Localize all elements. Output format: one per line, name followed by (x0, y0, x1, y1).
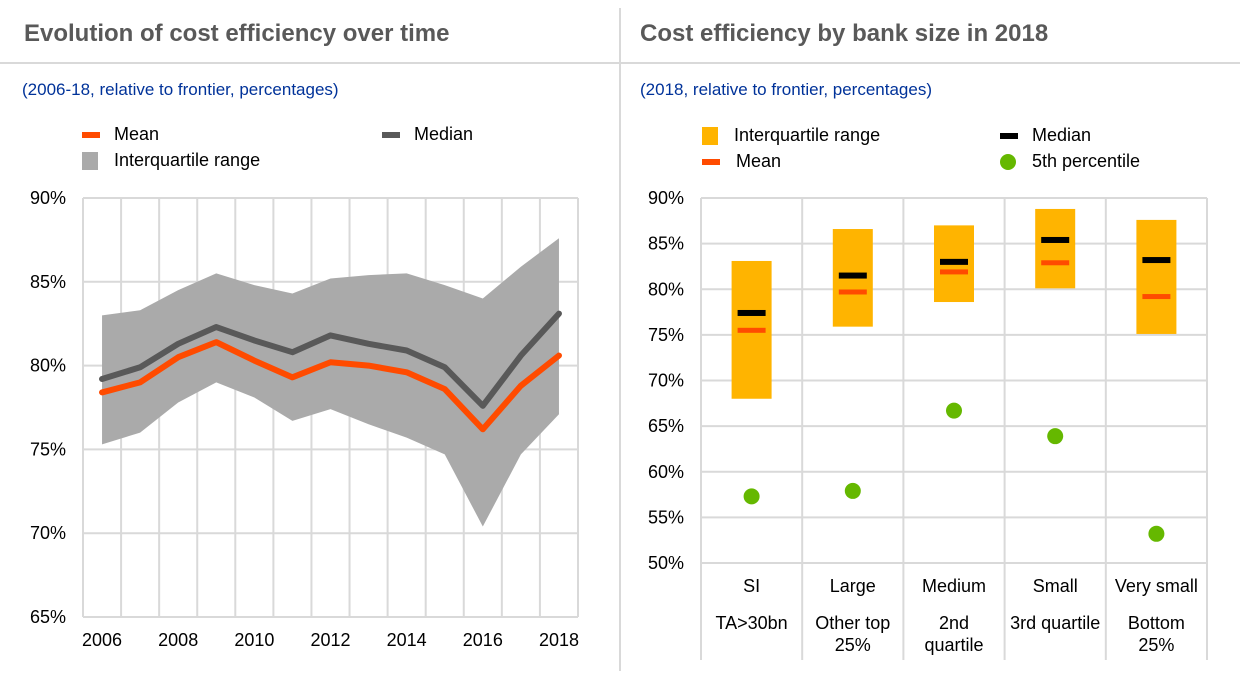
mean-line (99, 339, 562, 433)
y-tick-label: 75% (30, 439, 66, 459)
right-box-chart: 50% 55% 60% 65% 70% 75% 80% 85% 90% SI Large Medium… (648, 188, 1208, 660)
legend-item-iqr-right: Interquartile range (702, 125, 880, 146)
category-sublabel: TA>30bn (715, 613, 787, 633)
mean-swatch-icon (702, 158, 720, 165)
category-sublabel: 2nd (939, 613, 969, 633)
legend-item-p5-right: 5th percentile (1000, 151, 1140, 172)
median-marker (1041, 236, 1070, 243)
y-tick-label: 60% (648, 462, 684, 482)
category-sublabel: Bottom (1128, 613, 1185, 633)
panel-divider-vertical (619, 8, 621, 671)
legend-label-median: Median (414, 124, 474, 144)
y-tick-label: 55% (648, 507, 684, 527)
iqr-swatch-icon (702, 126, 718, 145)
y-tick-label: 50% (648, 553, 684, 573)
category-label: Large (830, 576, 876, 596)
legend-item-iqr: Interquartile range (82, 150, 260, 171)
legend-item-median: Median (382, 124, 473, 145)
y-tick-label: 85% (30, 272, 66, 292)
y-tick-label: 75% (648, 325, 684, 345)
mean-marker (1041, 260, 1070, 266)
iqr-box (1136, 219, 1177, 334)
median-line (99, 310, 562, 409)
right-chart-subtitle: (2018, relative to frontier, percentages… (640, 80, 932, 99)
right-chart-title: Cost efficiency by bank size in 2018 (640, 20, 1049, 47)
x-tick-label: 2018 (539, 630, 579, 650)
category-sublabel: 25% (1138, 635, 1174, 655)
left-line-chart: 65% 70% 75% 80% 85% 90% 2006 2008 2010 2012 2014 20… (30, 188, 579, 650)
right-chart-panel: Cost efficiency by bank size in 2018 (20… (620, 0, 1240, 679)
legend-item-median-right: Median (1000, 125, 1091, 146)
x-tick-label: 2012 (310, 630, 350, 650)
category-sublabel: quartile (924, 635, 983, 655)
mean-marker (838, 289, 867, 295)
x-tick-label: 2006 (82, 630, 122, 650)
median-swatch-icon (382, 131, 400, 138)
median-marker (737, 309, 766, 316)
y-tick-label: 80% (30, 356, 66, 376)
x-tick-label: 2014 (387, 630, 427, 650)
y-tick-label: 85% (648, 234, 684, 254)
category-label: Medium (922, 576, 986, 596)
mean-marker (1142, 294, 1171, 300)
y-tick-label: 65% (30, 607, 66, 627)
median-marker (940, 258, 968, 265)
y-tick-label: 90% (30, 188, 66, 208)
category-label: SI (743, 576, 760, 596)
y-tick-label: 80% (648, 279, 684, 299)
median-swatch-icon (1000, 132, 1018, 139)
mean-marker (737, 327, 766, 333)
x-tick-label: 2016 (463, 630, 503, 650)
y-tick-label: 90% (648, 188, 684, 208)
category-label: Small (1033, 576, 1078, 596)
title-divider-horizontal (0, 62, 1240, 64)
median-marker (1142, 257, 1171, 264)
iqr-box (1035, 208, 1076, 289)
left-chart-panel: Evolution of cost efficiency over time (… (22, 20, 579, 650)
y-tick-label: 65% (648, 416, 684, 436)
legend-label-iqr-right: Interquartile range (734, 125, 881, 145)
legend-label-median-right: Median (1032, 125, 1092, 145)
y-tick-label: 70% (648, 371, 684, 391)
category-sublabel: Other top (815, 613, 890, 633)
p5-dot (844, 482, 861, 499)
legend-label-mean: Mean (114, 124, 160, 144)
p5-dot (1047, 428, 1064, 445)
p5-dot-icon (1000, 153, 1016, 170)
legend-item-mean-right: Mean (702, 151, 781, 172)
category-sublabel: 25% (835, 635, 871, 655)
legend-label-iqr: Interquartile range (114, 150, 261, 170)
p5-dot (743, 488, 760, 505)
category-label: Very small (1115, 576, 1198, 596)
legend-label-p5-right: 5th percentile (1032, 151, 1141, 171)
category-sublabel: 3rd quartile (1010, 613, 1100, 633)
left-chart-title: Evolution of cost efficiency over time (24, 20, 450, 47)
mean-swatch-icon (82, 131, 100, 138)
mean-marker (940, 269, 968, 275)
p5-dot (946, 402, 962, 419)
median-marker (838, 272, 867, 279)
iqr-swatch-icon (82, 151, 98, 170)
y-tick-label: 70% (30, 523, 66, 543)
legend-item-mean: Mean (82, 124, 159, 145)
x-tick-label: 2008 (158, 630, 198, 650)
legend-label-mean-right: Mean (736, 151, 782, 171)
p5-dot (1148, 525, 1165, 542)
x-tick-label: 2010 (234, 630, 274, 650)
left-chart-subtitle: (2006-18, relative to frontier, percenta… (22, 80, 339, 99)
iqr-band (102, 238, 559, 527)
